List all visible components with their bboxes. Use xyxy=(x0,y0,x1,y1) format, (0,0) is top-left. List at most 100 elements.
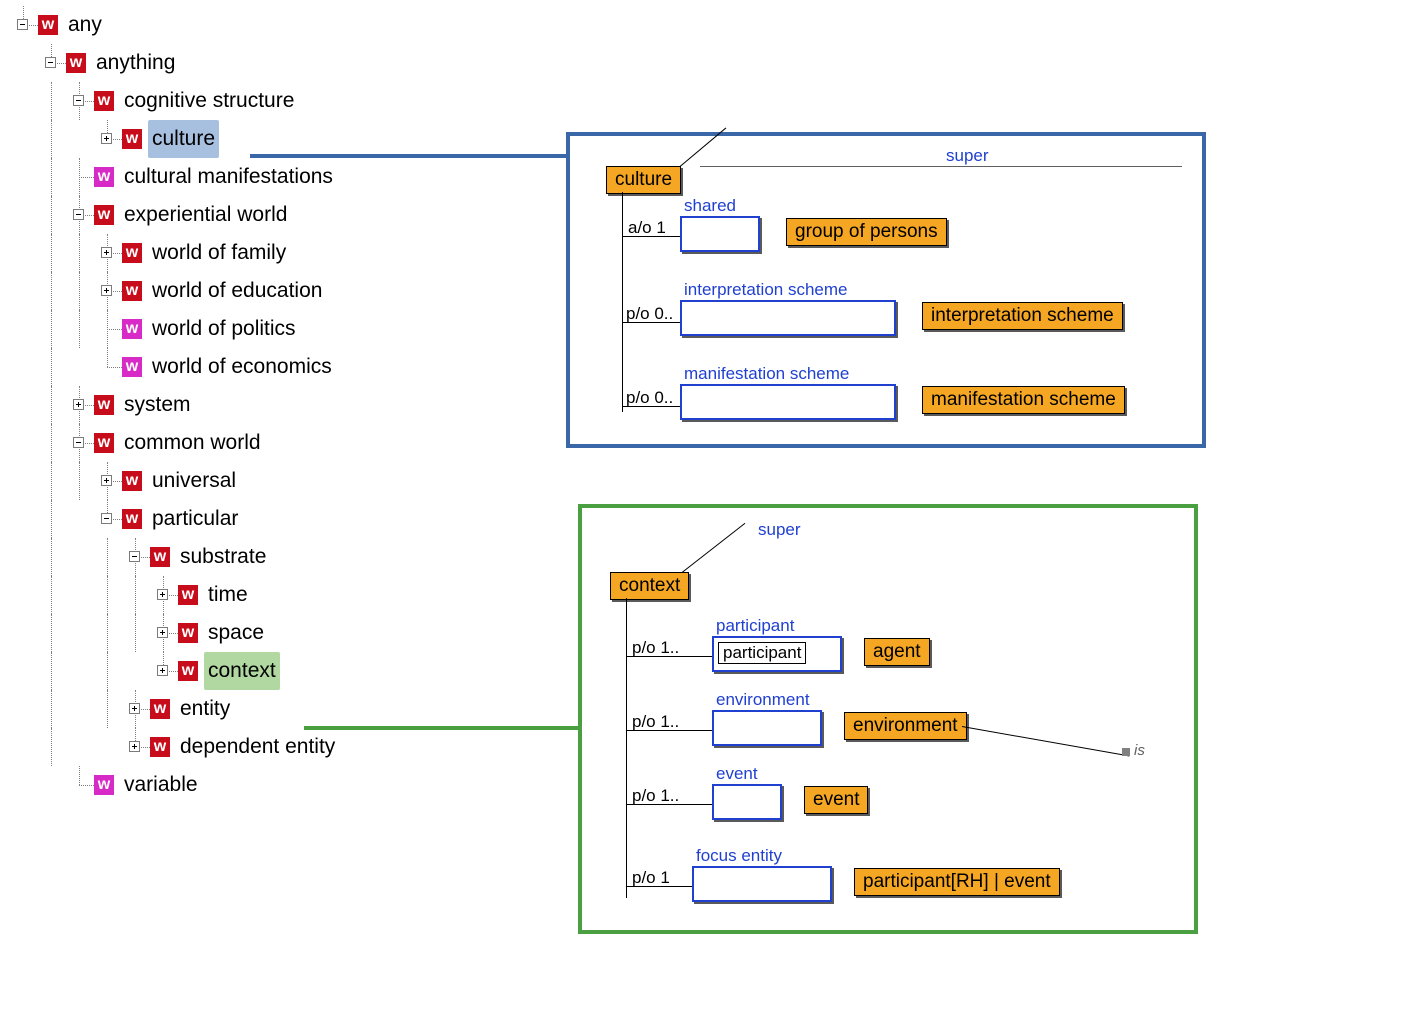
type-w-icon: w xyxy=(122,509,142,529)
tree-node-time[interactable]: wtime xyxy=(10,576,339,614)
collapse-icon[interactable] xyxy=(73,209,84,220)
expand-icon[interactable] xyxy=(157,665,168,676)
type-w-icon: w xyxy=(94,205,114,225)
connector-context xyxy=(304,726,578,730)
tree-node-context[interactable]: wcontext xyxy=(10,652,339,690)
tree-node-dependent-entity[interactable]: wdependent entity xyxy=(10,728,339,766)
culture-trunk xyxy=(622,192,623,412)
tree-node-label[interactable]: cognitive structure xyxy=(120,82,298,120)
expand-icon[interactable] xyxy=(157,627,168,638)
collapse-icon[interactable] xyxy=(73,437,84,448)
context-r4-card: p/o 1 xyxy=(632,868,670,888)
tree-node-world-politics[interactable]: wworld of politics xyxy=(10,310,339,348)
collapse-icon[interactable] xyxy=(73,95,84,106)
tree-node-label[interactable]: world of politics xyxy=(148,310,300,348)
context-super-diag xyxy=(682,523,746,573)
expand-icon[interactable] xyxy=(101,247,112,258)
tree-node-label[interactable]: universal xyxy=(148,462,240,500)
culture-r1-slotlabel: shared xyxy=(684,196,736,216)
tree-node-world-education[interactable]: w world of education xyxy=(10,272,339,310)
tree-node-label[interactable]: anything xyxy=(92,44,179,82)
type-w-icon: w xyxy=(94,167,114,187)
expand-icon[interactable] xyxy=(129,703,140,714)
tree-node-entity[interactable]: wentity xyxy=(10,690,339,728)
tree-node-substrate[interactable]: w substrate xyxy=(10,538,339,576)
tree-node-label[interactable]: substrate xyxy=(176,538,270,576)
context-r2-card: p/o 1.. xyxy=(632,712,679,732)
tree-node-label[interactable]: experiential world xyxy=(120,196,291,234)
type-w-icon: w xyxy=(122,129,142,149)
expand-icon[interactable] xyxy=(157,589,168,600)
tree-node-culture[interactable]: w culture xyxy=(10,120,339,158)
tree-node-label[interactable]: variable xyxy=(120,766,202,804)
tree-node-label[interactable]: dependent entity xyxy=(176,728,339,766)
context-r1-inner: participant xyxy=(718,642,806,664)
tree-node-variable[interactable]: w variable xyxy=(10,766,339,804)
tree-node-experiential[interactable]: w experiential world xyxy=(10,196,339,234)
expand-icon[interactable] xyxy=(101,133,112,144)
tree-node-label[interactable]: system xyxy=(120,386,195,424)
tree-node-space[interactable]: wspace xyxy=(10,614,339,652)
connector-culture xyxy=(250,154,566,158)
tree-node-label[interactable]: world of economics xyxy=(148,348,336,386)
type-w-icon: w xyxy=(150,699,170,719)
tree-node-label[interactable]: cultural manifestations xyxy=(120,158,337,196)
tree-node-world-family[interactable]: wworld of family xyxy=(10,234,339,272)
tree-node-label[interactable]: world of family xyxy=(148,234,290,272)
type-w-icon: w xyxy=(94,775,114,795)
context-trunk xyxy=(626,598,627,898)
expand-icon[interactable] xyxy=(129,741,140,752)
collapse-icon[interactable] xyxy=(129,551,140,562)
type-w-icon: w xyxy=(94,91,114,111)
expand-icon[interactable] xyxy=(73,399,84,410)
culture-super-diag xyxy=(680,128,727,167)
culture-r2-target: interpretation scheme xyxy=(922,302,1123,330)
tree-node-label[interactable]: culture xyxy=(148,120,219,158)
tree-node-anything[interactable]: w anything xyxy=(10,44,339,82)
tree-node-label[interactable]: world of education xyxy=(148,272,326,310)
culture-r2-card: p/o 0.. xyxy=(626,304,673,324)
panel-context: context super p/o 1.. participant partic… xyxy=(578,504,1198,934)
context-r3-slot xyxy=(712,784,782,820)
tree-node-particular[interactable]: w particular xyxy=(10,500,339,538)
context-is-diag xyxy=(962,726,1130,757)
collapse-icon[interactable] xyxy=(45,57,56,68)
tree-node-any[interactable]: wany xyxy=(10,6,339,44)
context-is-sq xyxy=(1122,748,1130,756)
tree-node-universal[interactable]: wuniversal xyxy=(10,462,339,500)
culture-r3-slotlabel: manifestation scheme xyxy=(684,364,849,384)
context-r2-slot xyxy=(712,710,822,746)
collapse-icon[interactable] xyxy=(17,19,28,30)
context-r1-card: p/o 1.. xyxy=(632,638,679,658)
culture-r3-card: p/o 0.. xyxy=(626,388,673,408)
culture-title-chip: culture xyxy=(606,166,681,194)
tree-node-label[interactable]: particular xyxy=(148,500,242,538)
tree-node-system[interactable]: wsystem xyxy=(10,386,339,424)
type-w-icon: w xyxy=(94,395,114,415)
context-r4-slotlabel: focus entity xyxy=(696,846,782,866)
type-w-icon: w xyxy=(122,281,142,301)
context-title-chip: context xyxy=(610,572,689,600)
tree-node-label[interactable]: any xyxy=(64,6,106,44)
tree-node-label[interactable]: context xyxy=(204,652,280,690)
culture-r1-target: group of persons xyxy=(786,218,947,246)
tree-node-cultural-manifestations[interactable]: w cultural manifestations xyxy=(10,158,339,196)
tree-node-label[interactable]: common world xyxy=(120,424,265,462)
tree-node-cognitive[interactable]: w cognitive structure xyxy=(10,82,339,120)
tree-node-label[interactable]: entity xyxy=(176,690,234,728)
expand-icon[interactable] xyxy=(101,285,112,296)
type-w-icon: w xyxy=(178,585,198,605)
collapse-icon[interactable] xyxy=(101,513,112,524)
tree-node-label[interactable]: time xyxy=(204,576,252,614)
culture-r2-slotlabel: interpretation scheme xyxy=(684,280,847,300)
panel-culture: culture super a/o 1 shared group of pers… xyxy=(566,132,1206,448)
tree-node-label[interactable]: space xyxy=(204,614,268,652)
type-w-icon: w xyxy=(66,53,86,73)
context-r3-card: p/o 1.. xyxy=(632,786,679,806)
type-w-icon: w xyxy=(150,547,170,567)
tree-node-common-world[interactable]: wcommon world xyxy=(10,424,339,462)
canvas: wanywanythingwcognitive structurewcultur… xyxy=(0,0,1418,1013)
context-r2-target: environment xyxy=(844,712,967,740)
tree-node-world-economics[interactable]: wworld of economics xyxy=(10,348,339,386)
expand-icon[interactable] xyxy=(101,475,112,486)
